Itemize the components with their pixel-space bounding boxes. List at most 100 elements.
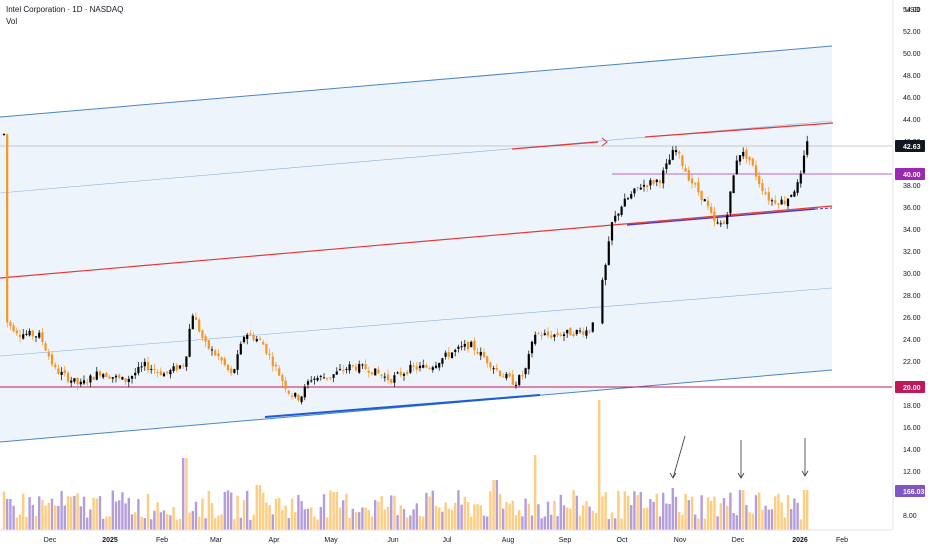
candle-body	[553, 334, 556, 337]
candle-body	[249, 333, 252, 335]
candle-body	[265, 344, 268, 354]
volume-bar	[450, 509, 454, 530]
volume-bar	[479, 505, 482, 530]
candle-body	[194, 317, 198, 320]
volume-bar	[50, 498, 54, 530]
candle-body	[668, 159, 671, 165]
volume-bar	[550, 514, 553, 530]
candle-body	[761, 183, 764, 191]
volume-bar	[601, 496, 604, 530]
y-tick-label: 22.00	[903, 359, 921, 366]
volume-bar	[380, 495, 383, 530]
volume-bar	[265, 502, 268, 530]
candle-body	[636, 187, 639, 189]
candle-body	[319, 375, 322, 377]
candle-body	[556, 332, 559, 336]
volume-bar	[793, 498, 796, 530]
y-tick-label: 28.00	[903, 293, 921, 300]
x-tick-label: Feb	[836, 537, 848, 544]
candle-body	[76, 377, 79, 385]
volume-bar	[697, 518, 700, 530]
volume-tag-bg	[895, 485, 925, 497]
candle-body	[105, 372, 108, 378]
candle-body	[25, 333, 28, 335]
candle-body	[690, 178, 694, 184]
volume-bar	[134, 512, 137, 530]
volume-bar	[175, 519, 178, 530]
volume-bar	[729, 492, 732, 530]
candle-body	[41, 332, 44, 342]
level-20-tag-bg	[895, 381, 925, 393]
candle-body	[79, 381, 82, 385]
volume-bar	[412, 509, 415, 530]
volume-bar	[415, 503, 418, 530]
volume-bar	[162, 510, 166, 530]
candle-body	[719, 223, 722, 225]
candle-body	[399, 371, 402, 376]
volume-bar	[178, 518, 182, 530]
candle-body	[146, 362, 150, 370]
volume-bar	[713, 496, 716, 530]
volume-bar	[15, 517, 18, 530]
candle-body	[498, 370, 502, 376]
candle-body	[665, 163, 668, 169]
candle-body	[297, 394, 300, 401]
volume-bar	[130, 514, 134, 530]
candle-body	[198, 319, 201, 332]
volume-bar	[18, 514, 22, 530]
candle-body	[377, 369, 380, 374]
volume-bar	[201, 498, 204, 530]
volume-bar	[185, 458, 188, 530]
candle-body	[703, 199, 706, 202]
candle-body	[626, 198, 630, 200]
y-tick-label: 16.00	[903, 425, 921, 432]
volume-bar	[799, 519, 802, 530]
candle-body	[345, 368, 348, 370]
candle-body	[722, 221, 726, 224]
volume-bar	[92, 497, 95, 530]
volume-bar	[434, 505, 438, 530]
candle-body	[550, 335, 553, 338]
candle-body	[102, 374, 105, 378]
candle-body	[159, 371, 162, 376]
candle-body	[335, 371, 338, 375]
volume-bar	[639, 491, 642, 530]
candle-body	[310, 380, 313, 382]
candle-body	[124, 378, 127, 382]
volume-bar	[22, 493, 25, 530]
candle-body	[434, 365, 438, 368]
volume-bar	[137, 499, 140, 530]
candle-body	[726, 215, 729, 225]
candle-body	[495, 367, 498, 370]
volume-bar	[655, 493, 658, 530]
volume-bar	[777, 493, 780, 530]
candle-body	[639, 187, 642, 190]
candle-body	[742, 151, 745, 157]
candle-body	[642, 184, 646, 187]
volume-bar	[57, 505, 60, 530]
volume-bar	[290, 498, 294, 530]
candle-body	[780, 199, 783, 205]
candle-body	[716, 222, 719, 224]
volume-bar	[300, 501, 303, 530]
volume-bar	[662, 492, 665, 530]
volume-bar	[703, 518, 706, 530]
candle-body	[290, 395, 294, 397]
volume-bar	[95, 498, 98, 530]
volume-bar	[527, 503, 530, 530]
base-trendline	[264, 394, 541, 418]
candle-body	[777, 203, 780, 205]
volume-bar	[54, 505, 57, 530]
volume-bar	[498, 493, 502, 530]
x-tick-label: 2026	[792, 537, 808, 544]
volume-bar	[476, 504, 479, 530]
candle-body	[367, 370, 370, 373]
volume-bar	[674, 496, 678, 530]
volume-bar	[156, 502, 159, 530]
candle-body	[393, 375, 396, 383]
volume-bar	[514, 515, 518, 530]
candle-body	[226, 364, 230, 371]
x-tick-label: Mar	[210, 537, 223, 544]
volume-bar	[684, 493, 687, 530]
